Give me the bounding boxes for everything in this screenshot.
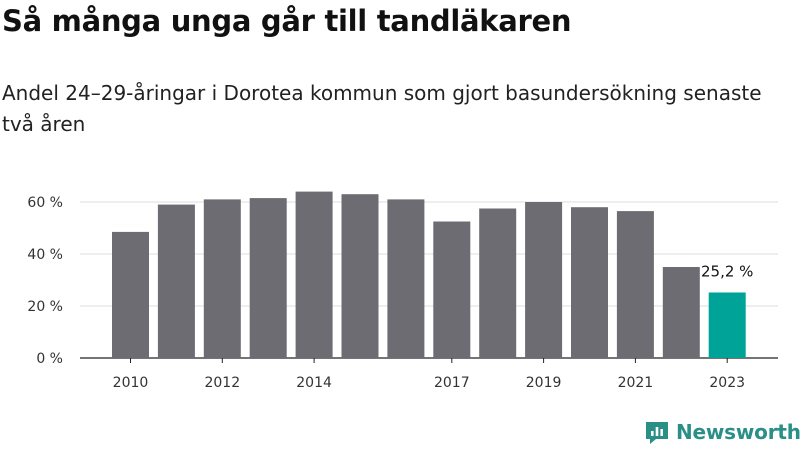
newsworthy-logo-icon [646,422,668,444]
y-tick-label: 40 % [27,247,63,263]
bar-2022 [662,267,700,358]
bar-2020 [571,207,608,358]
grid-lines [80,201,778,359]
y-tick-label: 60 % [27,195,63,211]
bar-2018 [479,208,517,358]
x-tick-label: 2010 [113,375,149,391]
x-tick-label: 2019 [526,375,562,391]
bar-2011 [157,204,195,358]
chart-title: Så många unga går till tandläkaren [2,4,572,38]
chart-subtitle: Andel 24–29-åringar i Dorotea kommun som… [2,81,762,136]
brand-logo: Newsworthy [644,419,800,445]
bar-2014 [295,191,333,358]
bar-2021 [616,211,654,358]
data-labels: 25,2 % [701,262,753,280]
bar-2013 [249,198,287,358]
bar-2023 [708,292,746,358]
x-tick-label: 2012 [204,375,240,391]
bar-2010 [112,231,149,358]
brand-name: Newsworthy [676,420,800,444]
x-tick-label: 2023 [709,375,745,391]
y-tick-label: 0 % [36,351,63,367]
y-tick-label: 20 % [27,299,63,315]
data-label-highlight: 25,2 % [701,262,753,280]
bar-2019 [525,202,563,358]
x-tick-label: 2021 [618,375,654,391]
bars [112,191,746,358]
x-axis-ticks: 2010 2012 2014 2017 2019 2021 2023 [113,358,745,391]
y-axis-ticks: 0 % 20 % 40 % 60 % [27,195,63,367]
bar-2015 [341,194,379,358]
bar-2016 [387,199,425,358]
x-tick-label: 2014 [296,375,332,391]
bar-2017 [433,221,471,358]
x-tick-label: 2017 [434,375,470,391]
bar-2012 [203,199,241,358]
